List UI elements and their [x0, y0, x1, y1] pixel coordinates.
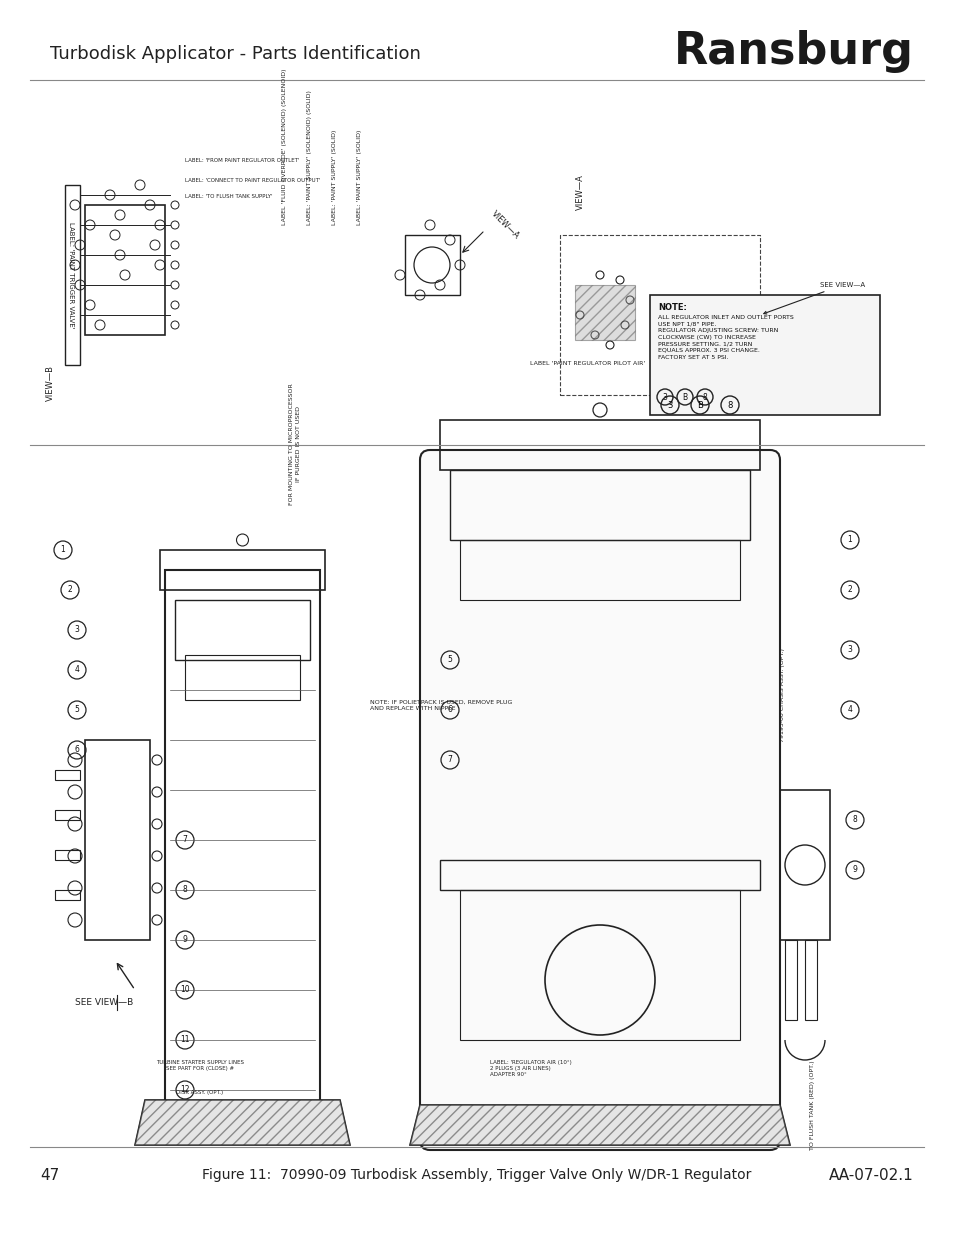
Text: 1: 1	[61, 546, 66, 555]
Text: 5: 5	[74, 705, 79, 715]
Polygon shape	[410, 1105, 789, 1145]
Bar	[575, 285, 635, 340]
Polygon shape	[410, 1105, 789, 1145]
Text: 4: 4	[74, 666, 79, 674]
Bar	[165, 571, 319, 1140]
Text: LABEL: 'REGULATOR AIR (10°)
2 PLUGS (3 AIR LINES)
ADAPTER 90°: LABEL: 'REGULATOR AIR (10°) 2 PLUGS (3 A…	[490, 1060, 571, 1077]
Bar	[439, 860, 760, 890]
Text: LABEL: 'PAINT SUPPLY' (SOLID): LABEL: 'PAINT SUPPLY' (SOLID)	[333, 130, 337, 225]
Text: LABEL 'FLUID OVERRIDE' (SOLENOID) (SOLENOID): LABEL 'FLUID OVERRIDE' (SOLENOID) (SOLEN…	[282, 68, 287, 225]
Bar	[65, 185, 80, 366]
Text: 10: 10	[180, 986, 190, 994]
Text: 79195-00 CHASIS ASSY. (OPT.): 79195-00 CHASIS ASSY. (OPT.)	[780, 648, 784, 742]
FancyBboxPatch shape	[419, 450, 780, 1150]
Text: DISK ASSY. (OPT.): DISK ASSY. (OPT.)	[176, 1091, 223, 1095]
Text: LABEL: 'FROM PAINT REGULATOR OUTLET': LABEL: 'FROM PAINT REGULATOR OUTLET'	[185, 158, 299, 163]
Text: 6: 6	[447, 705, 452, 715]
Text: 3: 3	[662, 393, 667, 401]
Text: VIEW—A: VIEW—A	[575, 174, 584, 210]
Text: 1: 1	[846, 536, 851, 545]
Bar	[85, 205, 165, 335]
Bar	[450, 471, 749, 540]
Text: 4: 4	[846, 705, 852, 715]
Text: 5: 5	[447, 656, 452, 664]
Text: Ransburg: Ransburg	[673, 30, 913, 73]
Polygon shape	[135, 1100, 350, 1145]
Text: 8: 8	[182, 885, 187, 894]
Text: B: B	[681, 393, 687, 401]
Bar	[174, 600, 310, 659]
Text: TURBINE STARTER SUPPLY LINES
SEE PART FOR (CLOSE) #: TURBINE STARTER SUPPLY LINES SEE PART FO…	[156, 1060, 244, 1071]
Text: LABEL: 'TO FLUSH TANK SUPPLY': LABEL: 'TO FLUSH TANK SUPPLY'	[185, 194, 273, 200]
Text: 7: 7	[182, 836, 187, 845]
Bar	[55, 769, 80, 781]
Text: NOTE:: NOTE:	[658, 303, 686, 312]
Text: Figure 11:  70990-09 Turbodisk Assembly, Trigger Valve Only W/DR-1 Regulator: Figure 11: 70990-09 Turbodisk Assembly, …	[202, 1168, 751, 1182]
Text: 2: 2	[846, 585, 851, 594]
Bar	[559, 235, 760, 395]
Text: 3: 3	[666, 400, 672, 410]
Text: LABEL: 'PAINT SUPPLY' (SOLID): LABEL: 'PAINT SUPPLY' (SOLID)	[357, 130, 362, 225]
Bar	[405, 235, 459, 295]
Text: SEE VIEW—A: SEE VIEW—A	[763, 282, 864, 314]
Bar	[439, 420, 760, 471]
Text: 9: 9	[182, 935, 187, 945]
Text: VIEW—A: VIEW—A	[490, 209, 521, 241]
Bar	[784, 940, 796, 1020]
Text: 47: 47	[40, 1167, 59, 1182]
Text: 12: 12	[180, 1086, 190, 1094]
Polygon shape	[135, 1100, 350, 1145]
Text: Turbodisk Applicator - Parts Identification: Turbodisk Applicator - Parts Identificat…	[50, 44, 420, 63]
Text: ALL REGULATOR INLET AND OUTLET PORTS
USE NPT 1/8" PIPE.
REGULATOR ADJUSTING SCRE: ALL REGULATOR INLET AND OUTLET PORTS USE…	[658, 315, 793, 359]
Text: B: B	[697, 400, 702, 410]
Text: LABEL: 'PAINT TRIGGER VALVE': LABEL: 'PAINT TRIGGER VALVE'	[68, 222, 74, 329]
Bar	[459, 540, 740, 600]
Bar	[780, 790, 829, 940]
Text: 11: 11	[180, 1035, 190, 1045]
Text: 3: 3	[74, 625, 79, 635]
Bar	[459, 890, 740, 1040]
Text: 8: 8	[726, 400, 732, 410]
Bar	[185, 655, 299, 700]
Bar	[804, 940, 816, 1020]
Text: 7: 7	[447, 756, 452, 764]
Text: 8: 8	[852, 815, 857, 825]
Bar	[55, 810, 80, 820]
Text: LABEL: 'PAINT SUPPLY' (SOLENOID) (SOLID): LABEL: 'PAINT SUPPLY' (SOLENOID) (SOLID)	[307, 90, 313, 225]
Text: TO FLUSH TANK (RED) (OPT.): TO FLUSH TANK (RED) (OPT.)	[809, 1060, 814, 1150]
Text: AA-07-02.1: AA-07-02.1	[828, 1167, 913, 1182]
Bar	[55, 890, 80, 900]
Text: 2: 2	[68, 585, 72, 594]
Text: 9: 9	[852, 866, 857, 874]
Text: LABEL: 'CONNECT TO PAINT REGULATOR OUTPUT': LABEL: 'CONNECT TO PAINT REGULATOR OUTPU…	[185, 178, 320, 183]
Text: NOTE: IF POLIETPACK IS USED, REMOVE PLUG
AND REPLACE WITH NIPPLE: NOTE: IF POLIETPACK IS USED, REMOVE PLUG…	[370, 699, 512, 710]
Text: 6: 6	[74, 746, 79, 755]
Text: SEE VIEW—B: SEE VIEW—B	[75, 998, 133, 1007]
Text: 8: 8	[702, 393, 706, 401]
Text: LABEL 'PAINT REGULATOR PILOT AIR': LABEL 'PAINT REGULATOR PILOT AIR'	[530, 361, 644, 366]
Text: 3: 3	[846, 646, 852, 655]
Bar	[160, 550, 325, 590]
Bar	[85, 740, 150, 940]
Text: VIEW—B: VIEW—B	[46, 366, 54, 401]
Bar	[55, 850, 80, 860]
Bar	[649, 295, 879, 415]
Text: FOR MOUNTING TO MICROPROCESSOR
IF PURGED IS NOT USED: FOR MOUNTING TO MICROPROCESSOR IF PURGED…	[289, 383, 300, 505]
